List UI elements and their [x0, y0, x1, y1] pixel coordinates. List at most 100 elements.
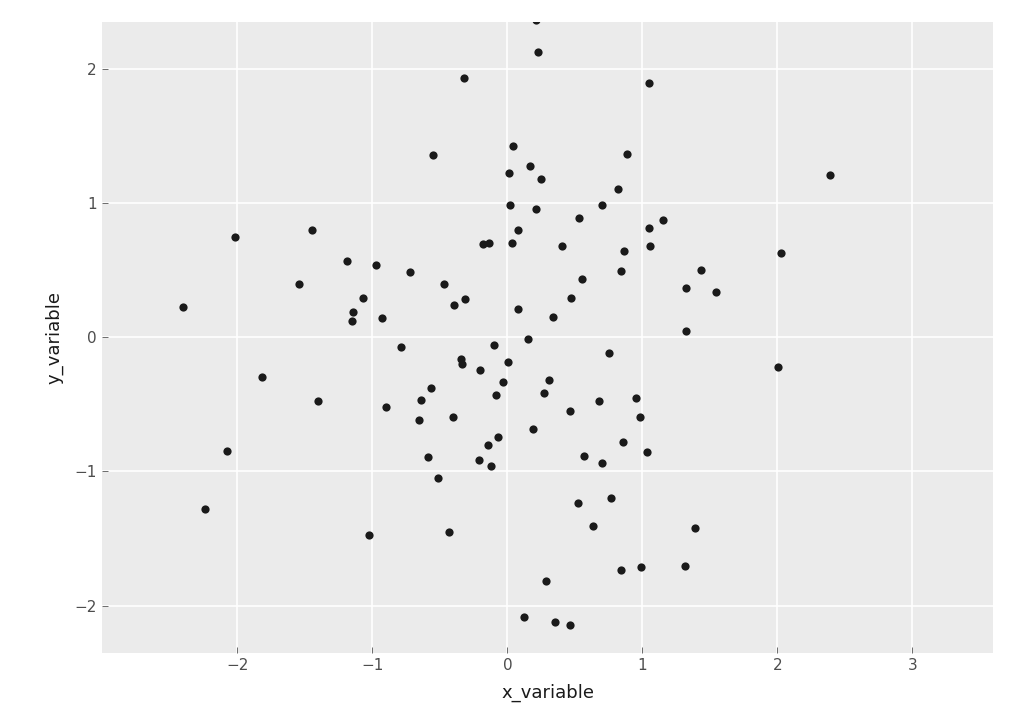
Point [615, 246, 632, 257]
Point [291, 278, 307, 290]
Point [532, 173, 549, 185]
Point [678, 283, 694, 294]
Point [360, 529, 377, 541]
Point [639, 447, 655, 458]
Point [594, 199, 610, 210]
Point [603, 492, 620, 503]
Point [479, 439, 496, 451]
Y-axis label: y_variable: y_variable [45, 291, 63, 384]
Point [436, 278, 453, 290]
Point [401, 266, 418, 278]
Point [640, 77, 656, 88]
Point [521, 160, 538, 172]
Point [430, 473, 446, 484]
Point [471, 455, 487, 466]
Point [374, 312, 390, 324]
Point [770, 361, 786, 373]
Point [197, 503, 213, 515]
Point [516, 611, 532, 623]
Point [654, 214, 671, 225]
Point [773, 247, 790, 259]
Point [502, 167, 518, 178]
Point [441, 526, 458, 537]
Point [692, 264, 709, 276]
Point [310, 395, 327, 407]
Point [504, 237, 520, 249]
Point [445, 411, 462, 423]
Point [472, 365, 488, 376]
Point [378, 402, 394, 413]
Point [615, 436, 632, 448]
Point [420, 452, 436, 463]
Point [541, 374, 557, 386]
Point [505, 141, 521, 152]
Point [641, 222, 657, 233]
Point [591, 396, 607, 407]
Point [254, 371, 270, 383]
Point [453, 353, 469, 365]
Point [445, 299, 462, 311]
Point [18, 512, 35, 523]
Point [510, 303, 526, 315]
Point [457, 293, 473, 304]
Point [687, 523, 703, 534]
Point [411, 414, 427, 426]
Point [573, 273, 590, 284]
Point [489, 431, 506, 443]
Point [642, 240, 658, 252]
Point [612, 265, 629, 276]
Point [601, 348, 617, 360]
Point [355, 293, 372, 304]
Point [393, 341, 410, 352]
Point [304, 225, 321, 236]
Point [454, 359, 470, 370]
Point [618, 149, 635, 160]
Point [368, 260, 384, 271]
Point [509, 224, 525, 236]
Point [561, 405, 578, 417]
Point [528, 14, 545, 25]
Point [527, 204, 544, 215]
Point [554, 240, 570, 252]
Point [562, 620, 579, 631]
Point [563, 292, 580, 304]
Point [632, 411, 648, 423]
Point [529, 46, 546, 58]
Point [609, 183, 626, 195]
Point [456, 72, 472, 84]
Point [545, 311, 561, 323]
Point [500, 356, 516, 368]
Point [485, 339, 502, 350]
Point [338, 255, 354, 267]
Point [480, 237, 497, 249]
Point [488, 389, 505, 401]
Point [822, 169, 839, 181]
Point [474, 239, 490, 250]
X-axis label: x_variable: x_variable [502, 684, 594, 703]
Point [569, 497, 586, 509]
Point [628, 392, 644, 403]
Point [423, 382, 439, 394]
Point [525, 423, 542, 434]
Point [520, 334, 537, 345]
Point [495, 376, 511, 388]
Point [570, 212, 587, 223]
Point [414, 394, 430, 406]
Point [482, 460, 499, 472]
Point [536, 387, 552, 399]
Point [708, 286, 724, 298]
Point [633, 561, 649, 573]
Point [547, 616, 563, 628]
Point [594, 457, 610, 469]
Point [345, 306, 361, 318]
Point [585, 521, 601, 532]
Point [425, 149, 441, 161]
Point [677, 560, 693, 571]
Point [612, 564, 629, 576]
Point [175, 301, 191, 312]
Point [539, 576, 555, 587]
Point [226, 231, 243, 242]
Point [678, 325, 694, 336]
Point [575, 450, 592, 462]
Point [219, 445, 236, 457]
